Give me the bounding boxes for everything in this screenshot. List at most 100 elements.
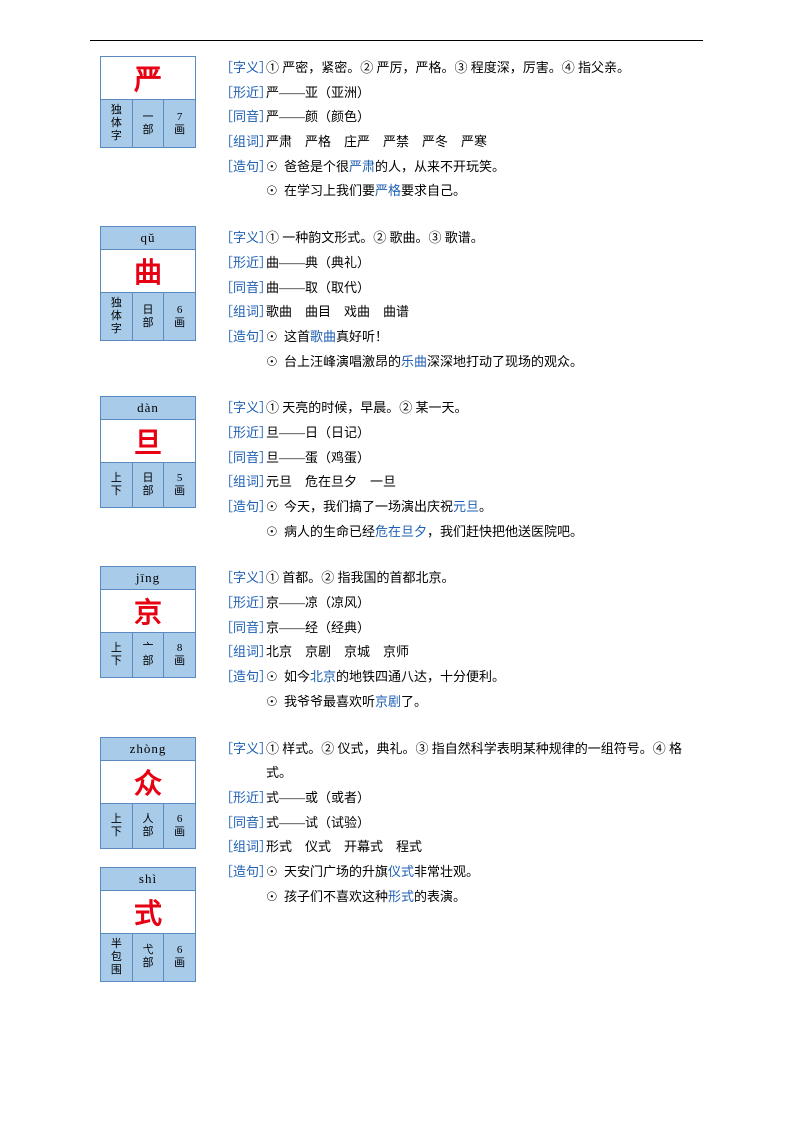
content: 严独体字一部7画 ［字义］① 严密，紧密。② 严厉，严格。③ 程度深，厉害。④ 指… [100,56,703,982]
sentence-text: 台上汪峰演唱激昂的乐曲深深地打动了现场的观众。 [284,350,583,375]
def-row: ［组词］元旦 危在旦夕 一旦 [220,470,703,495]
card-meta: 独体字 [101,293,133,341]
def-body: 严——颜（颜色） [266,105,703,130]
def-label: ［形近］ [220,81,266,106]
card-column: jīng京上下亠部8画 [100,566,196,678]
def-label: ［造句］ [220,860,266,885]
def-label: ［同音］ [220,276,266,301]
def-label: ［同音］ [220,105,266,130]
def-row: ［字义］① 首都。② 指我国的首都北京。 [220,566,703,591]
top-rule [90,40,703,41]
card-meta: 日部 [132,293,164,341]
entry: dàn旦上下日部5画［字义］① 天亮的时候，早晨。② 某一天。［形近］旦——日（… [100,396,703,544]
card-column: zhòng众上下人部6画shì式半包围弋部6画 [100,737,196,982]
def-label: ［组词］ [220,470,266,495]
card-meta: 亠部 [132,633,164,678]
def-row: ［字义］① 严密，紧密。② 严厉，严格。③ 程度深，厉害。④ 指父亲。 [220,56,703,81]
card-meta: 6画 [164,803,196,848]
definitions: ［字义］① 首都。② 指我国的首都北京。［形近］京——凉（凉风）［同音］京——经… [196,566,703,714]
sentence: ☉在学习上我们要严格要求自己。 [266,179,703,204]
sentence: ☉这首歌曲真好听！ [266,325,703,350]
card-meta: 人部 [132,803,164,848]
highlight: 乐曲 [401,354,427,369]
def-row: ［字义］① 一种韵文形式。② 歌曲。③ 歌谱。 [220,226,703,251]
card-meta: 上下 [101,463,133,508]
def-label: ［形近］ [220,786,266,811]
card-column: 严独体字一部7画 [100,56,196,148]
def-body: 北京 京剧 京城 京师 [266,640,703,665]
def-row: ［形近］京——凉（凉风） [220,591,703,616]
def-row: ［字义］① 样式。② 仪式，典礼。③ 指自然科学表明某种规律的一组符号。④ 格式… [220,737,703,786]
card-pinyin: qǔ [101,227,196,250]
def-row: ［形近］曲——典（典礼） [220,251,703,276]
sentence-text: 病人的生命已经危在旦夕，我们赶快把他送医院吧。 [284,520,583,545]
def-body: 京——凉（凉风） [266,591,703,616]
def-body: 严肃 严格 庄严 严禁 严冬 严寒 [266,130,703,155]
sentence-text: 今天，我们搞了一场演出庆祝元旦。 [284,495,492,520]
entry: qǔ曲独体字日部6画［字义］① 一种韵文形式。② 歌曲。③ 歌谱。［形近］曲——… [100,226,703,374]
def-label: ［组词］ [220,130,266,155]
card-meta: 8画 [164,633,196,678]
def-label: ［字义］ [220,566,266,591]
def-label: ［组词］ [220,835,266,860]
def-body: 旦——蛋（鸡蛋） [266,446,703,471]
def-body: 严——亚（亚洲） [266,81,703,106]
sentence-marker: ☉ [266,885,284,910]
sentence-text: 孩子们不喜欢这种形式的表演。 [284,885,466,910]
def-body: ① 样式。② 仪式，典礼。③ 指自然科学表明某种规律的一组符号。④ 格式。 [266,737,703,786]
def-body: 式——或（或者） [266,786,703,811]
def-body: ☉这首歌曲真好听！☉台上汪峰演唱激昂的乐曲深深地打动了现场的观众。 [266,325,703,374]
char-card: qǔ曲独体字日部6画 [100,226,196,341]
def-body: ☉爸爸是个很严肃的人，从来不开玩笑。☉在学习上我们要严格要求自己。 [266,155,703,204]
card-char: 旦 [101,420,196,463]
highlight: 京剧 [375,694,401,709]
card-meta: 一部 [132,100,164,148]
sentence: ☉孩子们不喜欢这种形式的表演。 [266,885,703,910]
def-body: 曲——典（典礼） [266,251,703,276]
sentence-text: 这首歌曲真好听！ [284,325,388,350]
sentence-marker: ☉ [266,520,284,545]
def-label: ［形近］ [220,421,266,446]
sentence-marker: ☉ [266,325,284,350]
char-card: dàn旦上下日部5画 [100,396,196,508]
def-row: ［造句］☉天安门广场的升旗仪式非常壮观。☉孩子们不喜欢这种形式的表演。 [220,860,703,909]
card-meta: 上下 [101,803,133,848]
char-card: 严独体字一部7画 [100,56,196,148]
highlight: 严肃 [349,159,375,174]
def-body: ① 一种韵文形式。② 歌曲。③ 歌谱。 [266,226,703,251]
def-row: ［同音］京——经（经典） [220,616,703,641]
sentence-text: 在学习上我们要严格要求自己。 [284,179,466,204]
definitions: ［字义］① 样式。② 仪式，典礼。③ 指自然科学表明某种规律的一组符号。④ 格式… [196,737,703,910]
sentence-text: 我爷爷最喜欢听京剧了。 [284,690,427,715]
card-pinyin: zhòng [101,737,196,760]
sentence-marker: ☉ [266,350,284,375]
sentence: ☉天安门广场的升旗仪式非常壮观。 [266,860,703,885]
def-row: ［造句］☉爸爸是个很严肃的人，从来不开玩笑。☉在学习上我们要严格要求自己。 [220,155,703,204]
highlight: 仪式 [388,864,414,879]
card-char: 众 [101,760,196,803]
highlight: 严格 [375,183,401,198]
sentence-text: 如今北京的地铁四通八达，十分便利。 [284,665,505,690]
def-row: ［造句］☉这首歌曲真好听！☉台上汪峰演唱激昂的乐曲深深地打动了现场的观众。 [220,325,703,374]
def-body: 旦——日（日记） [266,421,703,446]
def-body: ☉如今北京的地铁四通八达，十分便利。☉我爷爷最喜欢听京剧了。 [266,665,703,714]
def-label: ［字义］ [220,226,266,251]
definitions: ［字义］① 天亮的时候，早晨。② 某一天。［形近］旦——日（日记）［同音］旦——… [196,396,703,544]
def-label: ［造句］ [220,665,266,690]
def-row: ［造句］☉今天，我们搞了一场演出庆祝元旦。☉病人的生命已经危在旦夕，我们赶快把他… [220,495,703,544]
def-body: ☉天安门广场的升旗仪式非常壮观。☉孩子们不喜欢这种形式的表演。 [266,860,703,909]
def-label: ［字义］ [220,396,266,421]
def-label: ［造句］ [220,325,266,350]
def-label: ［字义］ [220,737,266,762]
def-label: ［形近］ [220,591,266,616]
definitions: ［字义］① 一种韵文形式。② 歌曲。③ 歌谱。［形近］曲——典（典礼）［同音］曲… [196,226,703,374]
def-body: ① 首都。② 指我国的首都北京。 [266,566,703,591]
def-body: 京——经（经典） [266,616,703,641]
def-row: ［组词］歌曲 曲目 戏曲 曲谱 [220,300,703,325]
card-pinyin: dàn [101,397,196,420]
def-label: ［组词］ [220,300,266,325]
def-row: ［同音］曲——取（取代） [220,276,703,301]
card-column: dàn旦上下日部5画 [100,396,196,508]
sentence-text: 爸爸是个很严肃的人，从来不开玩笑。 [284,155,505,180]
def-label: ［造句］ [220,495,266,520]
